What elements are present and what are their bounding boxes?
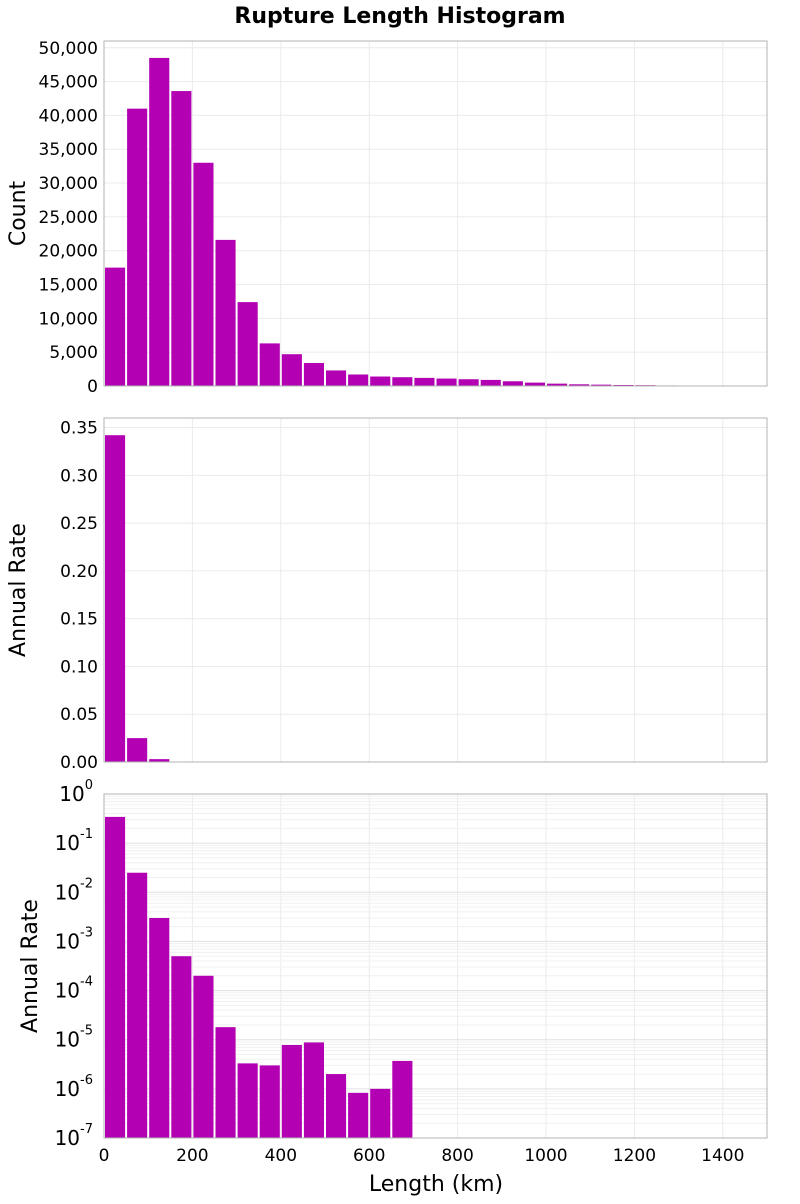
y-tick-label: 10-3	[55, 925, 93, 953]
bar	[216, 240, 236, 386]
bar	[304, 363, 324, 386]
y-tick-label: 25,000	[39, 208, 98, 228]
x-tick-label: 1400	[701, 1146, 744, 1166]
bar	[171, 91, 191, 386]
y-tick-label: 30,000	[39, 174, 98, 194]
y-tick-label: 45,000	[39, 73, 98, 93]
bar	[127, 873, 147, 1138]
bar	[171, 956, 191, 1138]
bar	[127, 109, 147, 386]
x-tick-label: 1000	[524, 1146, 567, 1166]
bar	[525, 383, 545, 386]
y-axis-label: Annual Rate	[6, 523, 31, 657]
panels: 0 5,000 10,000 15,000 20,000 25,000 30,000 35,0…	[6, 39, 767, 1166]
y-tick-label: 50,000	[39, 39, 98, 59]
x-tick-label: 800	[441, 1146, 473, 1166]
bar	[392, 1061, 412, 1138]
bar	[370, 377, 390, 386]
bar	[149, 918, 169, 1138]
y-tick-label: 10-6	[55, 1073, 93, 1101]
bar	[105, 268, 125, 386]
y-tick-label: 40,000	[39, 106, 98, 126]
y-tick-label: 0.10	[60, 657, 98, 677]
bar	[348, 375, 368, 387]
y-tick-label: 0.20	[60, 562, 98, 582]
plot-frame	[104, 418, 767, 762]
bar	[127, 738, 147, 762]
y-tick-label: 10-4	[55, 975, 93, 1003]
y-tick-label: 35,000	[39, 140, 98, 160]
y-tick-label: 0.05	[60, 705, 98, 725]
y-tick-label: 0.15	[60, 610, 98, 630]
y-tick-label: 0.35	[60, 419, 98, 439]
bar	[437, 379, 457, 386]
bar	[503, 381, 523, 386]
x-axis-label: Length (km)	[369, 1172, 503, 1197]
bar	[459, 379, 479, 386]
bar	[260, 1065, 280, 1138]
y-tick-label: 0.00	[60, 753, 98, 773]
chart-title: Rupture Length Histogram	[234, 4, 565, 29]
y-tick-label: 5,000	[49, 343, 98, 363]
bar	[348, 1093, 368, 1138]
bar	[105, 817, 125, 1138]
x-tick-label: 200	[176, 1146, 208, 1166]
y-tick-label: 15,000	[39, 276, 98, 296]
x-tick-label: 0	[99, 1146, 110, 1166]
x-tick-label: 400	[265, 1146, 297, 1166]
y-tick-label: 10-2	[55, 876, 93, 904]
bar	[392, 377, 412, 386]
y-tick-label: 0	[87, 377, 98, 397]
bar	[193, 163, 213, 386]
bar	[149, 58, 169, 386]
y-tick-label: 10,000	[39, 309, 98, 329]
bar	[326, 370, 346, 386]
bar	[216, 1027, 236, 1138]
bar	[304, 1042, 324, 1138]
y-tick-label: 0.30	[60, 466, 98, 486]
bar	[193, 976, 213, 1138]
x-tick-label: 1200	[613, 1146, 656, 1166]
bar	[326, 1074, 346, 1138]
y-tick-label: 10-7	[55, 1122, 93, 1150]
bar	[260, 343, 280, 386]
bar	[282, 1045, 302, 1138]
bar	[370, 1089, 390, 1138]
bar	[414, 378, 434, 386]
y-tick-label: 20,000	[39, 242, 98, 262]
bar	[105, 435, 125, 762]
y-tick-label: 0.25	[60, 514, 98, 534]
y-axis-label: Count	[6, 180, 31, 246]
y-tick-label: 10-1	[55, 827, 93, 855]
bar	[238, 1063, 258, 1138]
y-tick-label: 10-5	[55, 1024, 93, 1052]
y-tick-label: 100	[59, 778, 93, 806]
panel-rate-log: 100 10-1 10-2 10-3 10-4 10-5 10-6 10-7 Annual Ra…	[18, 778, 767, 1166]
bar	[238, 302, 258, 386]
bar	[282, 354, 302, 386]
panel-count: 0 5,000 10,000 15,000 20,000 25,000 30,000 35,0…	[6, 39, 767, 397]
bar	[481, 380, 501, 386]
panel-rate-linear: 0.00 0.05 0.10 0.15 0.20 0.25 0.30 0.35 Annual R…	[6, 418, 767, 773]
y-axis-label: Annual Rate	[18, 899, 43, 1033]
x-tick-label: 600	[353, 1146, 385, 1166]
